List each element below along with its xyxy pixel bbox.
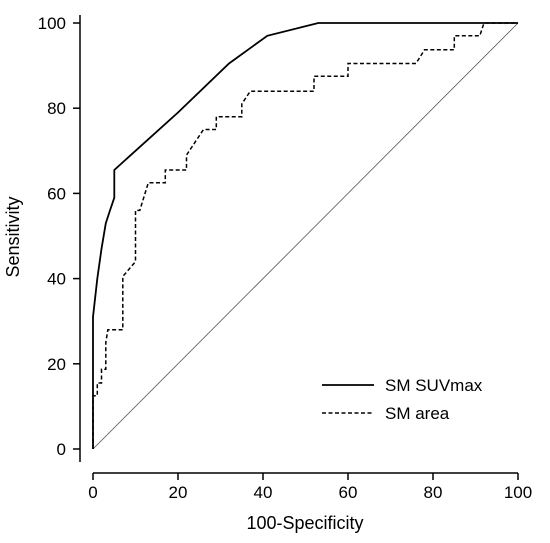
- y-axis-title: Sensitivity: [3, 196, 23, 277]
- y-tick-label: 40: [47, 270, 66, 289]
- y-tick-label: 20: [47, 355, 66, 374]
- y-ticks: 0 20 40 60 80 100: [38, 14, 80, 459]
- series-line-sm-area: [92, 22, 518, 449]
- y-tick-label: 60: [47, 184, 66, 203]
- x-tick-label: 0: [88, 483, 97, 502]
- legend-label-sm-area: SM area: [385, 404, 450, 423]
- x-ticks: 0 20 40 60 80 100: [88, 473, 532, 502]
- series-line-sm-suvmax: [92, 22, 518, 449]
- x-tick-label: 40: [254, 483, 273, 502]
- x-axis-title: 100-Specificity: [246, 513, 363, 533]
- y-tick-label: 0: [57, 440, 66, 459]
- legend-label-sm-suvmax: SM SUVmax: [385, 376, 483, 395]
- x-tick-label: 60: [339, 483, 358, 502]
- reference-line: [92, 22, 519, 450]
- x-tick-label: 80: [424, 483, 443, 502]
- y-tick-label: 80: [47, 99, 66, 118]
- x-tick-label: 100: [504, 483, 532, 502]
- axes: [79, 15, 518, 474]
- legend: SM SUVmax SM area: [322, 376, 483, 423]
- x-tick-label: 20: [169, 483, 188, 502]
- y-tick-label: 100: [38, 14, 66, 33]
